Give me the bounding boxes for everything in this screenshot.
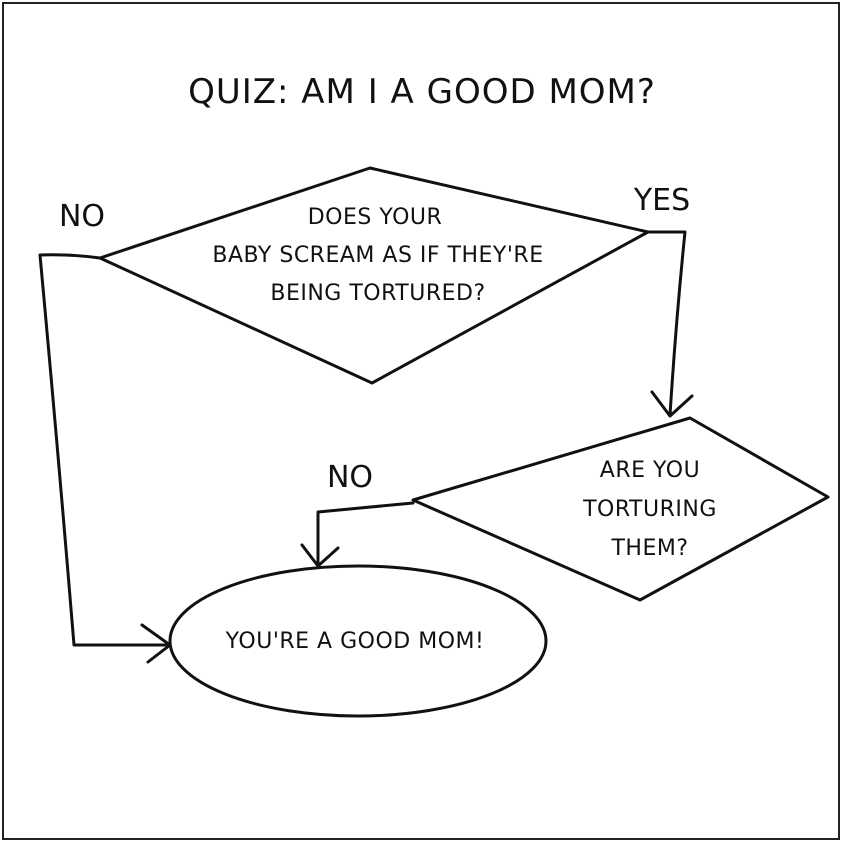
result-text: YOU'RE A GOOD MOM! bbox=[225, 629, 485, 654]
decision-torturing: ARE YOU TORTURING THEM? bbox=[411, 416, 830, 602]
arrowhead-icon bbox=[650, 390, 694, 418]
no-arrow-1 bbox=[38, 253, 170, 647]
yes-label: YES bbox=[633, 183, 690, 218]
ellipse-shape bbox=[168, 564, 548, 718]
question1-line2: BABY SCREAM AS IF THEY'RE bbox=[212, 243, 543, 268]
question1-line3: BEING TORTURED? bbox=[270, 281, 485, 306]
question2-line3: THEM? bbox=[610, 536, 688, 561]
question1-line1: DOES YOUR bbox=[308, 205, 443, 230]
question2-line1: ARE YOU bbox=[600, 458, 700, 483]
comic-title: QUIZ: AM I A GOOD MOM? bbox=[188, 72, 656, 112]
question2-line2: TORTURING bbox=[582, 497, 717, 522]
decision-baby-scream: DOES YOUR BABY SCREAM AS IF THEY'RE BEIN… bbox=[98, 166, 650, 385]
no-label-2: NO bbox=[327, 460, 373, 495]
no-arrow-2 bbox=[316, 501, 415, 567]
yes-arrow bbox=[646, 230, 687, 417]
no-label-1: NO bbox=[59, 199, 105, 234]
result-good-mom: YOU'RE A GOOD MOM! bbox=[168, 564, 548, 718]
diamond-shape bbox=[411, 416, 830, 602]
arrowhead-icon bbox=[300, 543, 340, 568]
